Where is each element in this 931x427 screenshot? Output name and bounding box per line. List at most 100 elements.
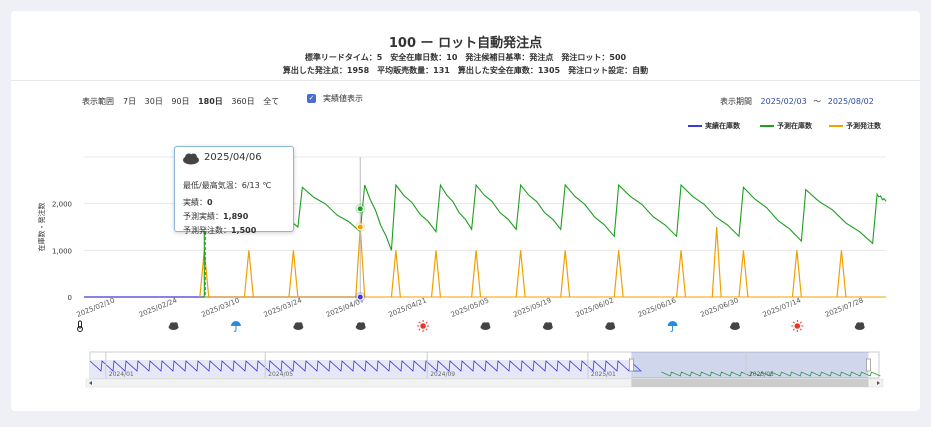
x-tick-label: 2025/02/10 bbox=[76, 296, 116, 319]
settings-line-2: 算出した発注点：1958 平均販売数量：131 算出した安全在庫数：1305 発… bbox=[282, 66, 649, 75]
actual-toggle[interactable]: ✓ 実績値表示 bbox=[307, 93, 363, 104]
overview-tick-label: 2024/01 bbox=[109, 371, 134, 378]
hover-point bbox=[356, 205, 364, 213]
order-spike bbox=[243, 250, 254, 298]
range-90d-button[interactable]: 90日 bbox=[171, 97, 190, 106]
thermometer-icon bbox=[77, 320, 83, 332]
period-start[interactable]: 2025/02/03 bbox=[760, 97, 807, 106]
chart-card: 100 ー ロット自動発注点 標準リードタイム：5 安全在庫日数：10 発注候補… bbox=[11, 11, 920, 411]
overview-handle-left[interactable] bbox=[628, 358, 634, 372]
x-tick-label: 2025/07/28 bbox=[824, 296, 864, 319]
order-spike bbox=[471, 250, 482, 298]
overview-tick-label: 2024/09 bbox=[430, 371, 455, 378]
settings-line-1: 標準リードタイム：5 安全在庫日数：10 発注候補日基準：発注点 発注ロット：5… bbox=[304, 53, 627, 62]
x-tick-label: 2025/03/24 bbox=[263, 296, 304, 319]
tooltip-pred-actual-label: 予測実績： bbox=[183, 212, 223, 221]
x-tick-label: 2025/03/10 bbox=[200, 296, 240, 319]
order-spike bbox=[613, 250, 624, 298]
order-spike bbox=[560, 250, 571, 298]
actual-toggle-label: 実績値表示 bbox=[323, 94, 363, 103]
legend-actual[interactable]: 実績在庫数 bbox=[688, 121, 740, 131]
y-tick-label: 0 bbox=[68, 294, 72, 302]
overview-scrollbar-thumb[interactable] bbox=[631, 379, 869, 387]
x-tick-label: 2025/06/30 bbox=[699, 296, 739, 319]
tooltip-pred-order-value: 1,500 bbox=[231, 226, 257, 235]
tooltip-actual-value: 0 bbox=[207, 198, 213, 207]
legend-swatch bbox=[760, 125, 774, 127]
cloud-icon bbox=[605, 322, 616, 330]
x-tick-label: 2025/02/24 bbox=[138, 296, 179, 319]
hover-point bbox=[356, 223, 364, 231]
header-divider bbox=[11, 80, 920, 81]
range-30d-button[interactable]: 30日 bbox=[144, 97, 163, 106]
cloud-icon bbox=[355, 322, 366, 330]
y-tick-label: 2,000 bbox=[52, 201, 72, 209]
scroll-left-arrow-icon[interactable] bbox=[89, 381, 92, 385]
tooltip-date: 2025/04/06 bbox=[204, 152, 262, 163]
order-spike bbox=[791, 250, 802, 298]
overview-forecast-line bbox=[661, 371, 881, 377]
x-tick-label: 2025/04/21 bbox=[387, 296, 427, 319]
overview-handle-right[interactable] bbox=[866, 358, 871, 372]
y-tick-label: 1,000 bbox=[52, 247, 72, 255]
tooltip-actual-label: 実績： bbox=[183, 198, 207, 207]
cloud-icon bbox=[729, 322, 740, 330]
overview-scrollbar-track[interactable] bbox=[85, 378, 884, 388]
tooltip-pred-order-label: 予測発注数： bbox=[183, 226, 231, 235]
overview-window[interactable] bbox=[631, 352, 869, 378]
order-spike bbox=[675, 250, 687, 298]
x-tick-label: 2025/06/16 bbox=[637, 296, 678, 319]
tooltip-pred-actual-value: 1,890 bbox=[223, 212, 249, 221]
scroll-right-arrow-icon[interactable] bbox=[877, 381, 880, 385]
legend-forecast-stock[interactable]: 予測在庫数 bbox=[760, 121, 812, 131]
period-end[interactable]: 2025/08/02 bbox=[827, 97, 874, 106]
range-all-button[interactable]: 全て bbox=[263, 97, 280, 106]
page-title: 100 ー ロット自動発注点 bbox=[388, 36, 543, 51]
order-spike bbox=[288, 250, 299, 298]
cloud-icon bbox=[854, 322, 865, 330]
umbrella-icon bbox=[230, 321, 241, 332]
order-spike bbox=[430, 250, 442, 298]
range-7d-button[interactable]: 7日 bbox=[123, 97, 137, 106]
x-tick-label: 2025/05/19 bbox=[512, 296, 552, 319]
sun-icon bbox=[791, 320, 804, 332]
range-360d-button[interactable]: 360日 bbox=[231, 97, 255, 106]
sun-icon bbox=[417, 320, 430, 332]
range-buttons: 7日 30日 90日 180日 360日 全て bbox=[123, 96, 285, 107]
overview-tick-label: 2025/01 bbox=[591, 371, 616, 378]
overview-tick-label: 2024/05 bbox=[268, 371, 293, 378]
tooltip-pred-order: 予測発注数：1,500 bbox=[183, 225, 256, 236]
legend-swatch bbox=[829, 125, 843, 127]
hover-point bbox=[356, 293, 364, 301]
umbrella-icon bbox=[667, 321, 678, 332]
overview-actual-line bbox=[89, 360, 643, 372]
y-axis-label: 在庫数・発注数 bbox=[37, 203, 46, 252]
hover-tooltip: 2025/04/06 最低/最高気温：6/13 ℃ 実績：0 予測実績：1,89… bbox=[174, 146, 294, 235]
cloud-icon bbox=[168, 322, 179, 330]
period-label: 表示期間 bbox=[720, 97, 752, 106]
checkbox-checked-icon[interactable]: ✓ bbox=[307, 94, 316, 103]
tooltip-temp: 最低/最高気温：6/13 ℃ bbox=[183, 181, 272, 190]
cloud-icon bbox=[293, 322, 304, 330]
cloud-icon bbox=[542, 322, 553, 330]
period-display: 表示期間 2025/02/03 ～ 2025/08/02 bbox=[720, 96, 874, 107]
legend-forecast-order[interactable]: 予測発注数 bbox=[829, 121, 881, 131]
x-tick-label: 2025/05/05 bbox=[450, 296, 490, 319]
series-forecast-stock bbox=[203, 183, 887, 297]
range-label: 表示範囲 bbox=[82, 97, 114, 106]
period-separator: ～ bbox=[813, 97, 822, 106]
range-180d-button[interactable]: 180日 bbox=[198, 97, 223, 106]
legend-swatch bbox=[688, 125, 702, 127]
legend-label: 実績在庫数 bbox=[705, 122, 740, 130]
legend-label: 予測在庫数 bbox=[777, 122, 812, 130]
cloud-icon bbox=[183, 153, 199, 165]
cloud-icon bbox=[480, 322, 491, 330]
tooltip-actual: 実績：0 bbox=[183, 197, 213, 208]
tooltip-pred-actual: 予測実績：1,890 bbox=[183, 211, 248, 222]
order-spike bbox=[711, 226, 722, 298]
order-spike bbox=[515, 250, 526, 298]
x-tick-label: 2025/06/02 bbox=[575, 296, 615, 319]
order-spike bbox=[738, 250, 749, 298]
order-spike bbox=[390, 250, 401, 298]
